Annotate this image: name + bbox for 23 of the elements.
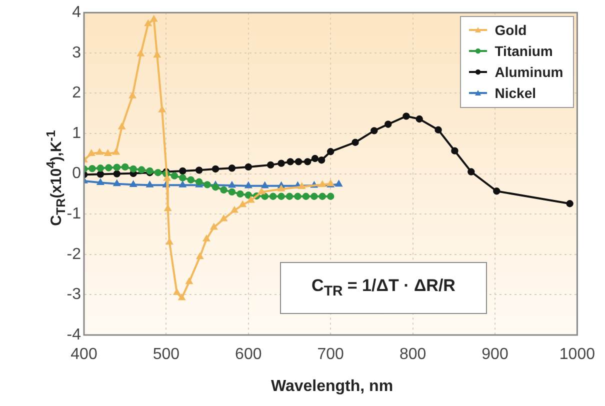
y-tick-label: -1 xyxy=(66,206,82,223)
legend-label: Aluminum xyxy=(494,64,564,80)
y-tick-label: 1 xyxy=(72,124,82,142)
x-tick-label: 1000 xyxy=(559,346,596,364)
annotation: C$_{TR}$ = 1/ΔT · ΔR/R xyxy=(312,276,456,300)
y-tick-label: -4 xyxy=(66,326,82,344)
y-tick-label: 0 xyxy=(72,165,82,182)
y-tick-label: 3 xyxy=(72,44,82,62)
y-tick-label: -3 xyxy=(66,286,82,304)
x-axis-title: Wavelength, nm xyxy=(270,378,394,396)
x-tick-label: 900 xyxy=(482,346,508,364)
x-tick-label: 500 xyxy=(152,346,180,364)
legend-label: Gold xyxy=(494,22,527,38)
y-tick-label: -2 xyxy=(66,246,82,263)
y-tick-label: 2 xyxy=(72,84,82,102)
y-tick-label: 4 xyxy=(72,4,82,22)
x-tick-label: 700 xyxy=(317,346,344,364)
legend-label: Titanium xyxy=(494,43,553,60)
x-tick-label: 800 xyxy=(399,346,426,364)
x-tick-label: 600 xyxy=(235,346,262,364)
formula-box: C$_{TR}$ = 1/ΔT · ΔR/R xyxy=(280,262,487,314)
legend-label: Nickel xyxy=(494,85,536,102)
x-tick-label: 400 xyxy=(70,346,98,364)
